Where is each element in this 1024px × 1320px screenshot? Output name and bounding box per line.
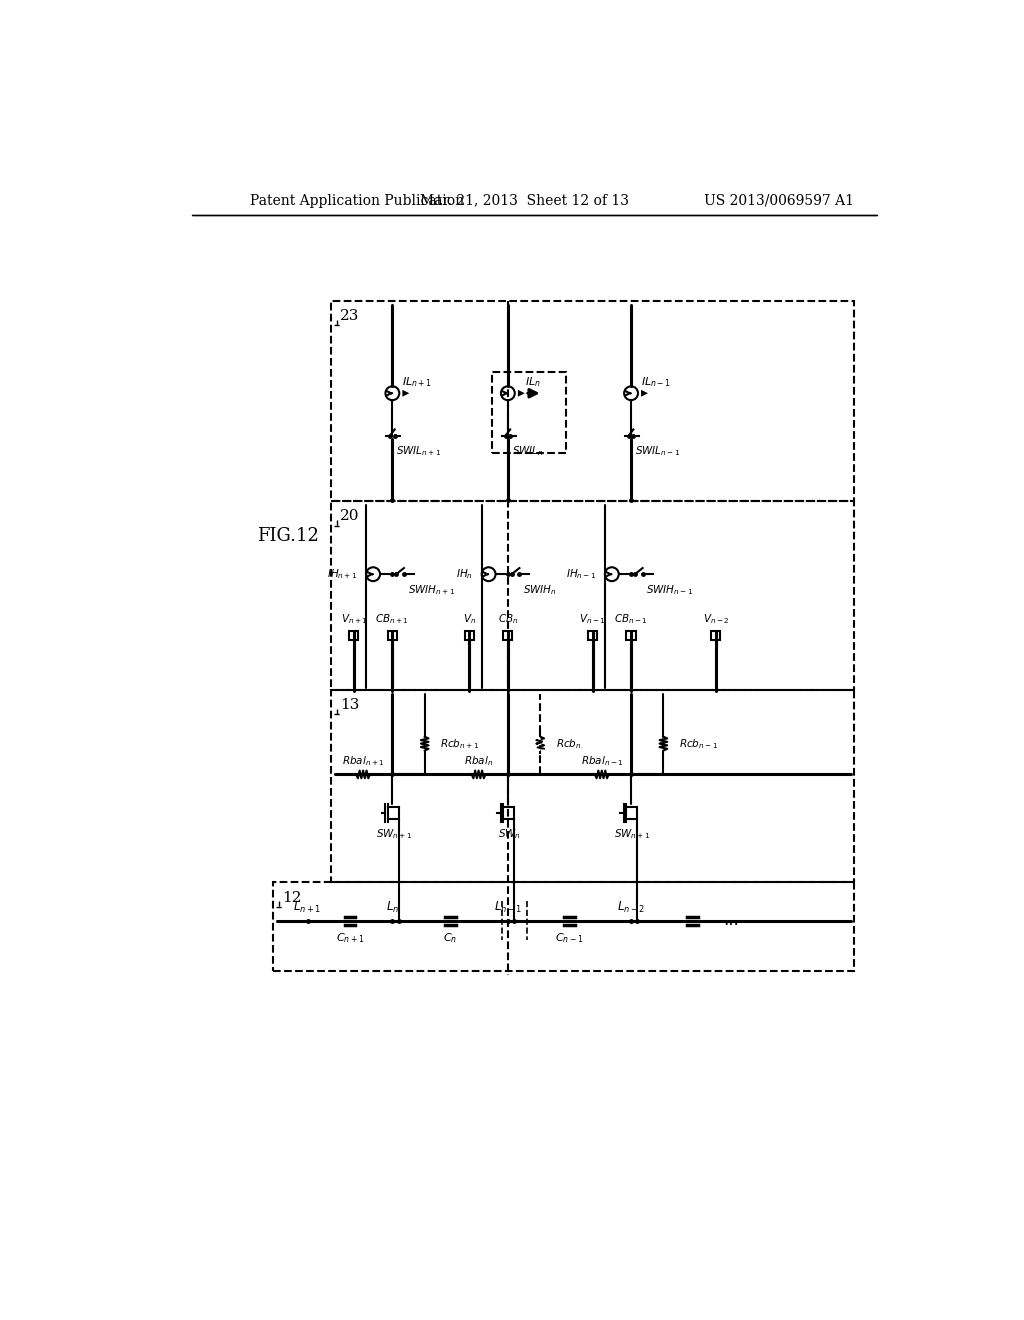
Text: $IH_{n+1}$: $IH_{n+1}$ (328, 568, 357, 581)
Text: $Rcb_{n+1}$: $Rcb_{n+1}$ (440, 737, 479, 751)
Text: FIG.12: FIG.12 (257, 527, 319, 545)
Text: Patent Application Publication: Patent Application Publication (250, 194, 464, 207)
Text: 20: 20 (340, 510, 359, 524)
Text: $SW_n$: $SW_n$ (498, 828, 521, 841)
Text: $L_{n-1}$: $L_{n-1}$ (494, 900, 522, 915)
Text: $SWIL_{n-1}$: $SWIL_{n-1}$ (635, 444, 680, 458)
Text: $IL_{n+1}$: $IL_{n+1}$ (401, 375, 432, 388)
Polygon shape (518, 389, 524, 397)
Text: $Rcb_n$: $Rcb_n$ (556, 737, 582, 751)
Polygon shape (641, 389, 648, 397)
Text: 12: 12 (283, 891, 302, 904)
Text: ...: ... (723, 912, 739, 929)
Text: $Rbal_{n-1}$: $Rbal_{n-1}$ (581, 755, 623, 768)
Text: $CB_n$: $CB_n$ (498, 612, 518, 626)
Bar (503, 631, 512, 640)
Bar (331, 502, 854, 689)
Bar (349, 631, 358, 640)
Text: $SWIH_n$: $SWIH_n$ (523, 582, 557, 597)
Text: 23: 23 (340, 309, 359, 323)
Polygon shape (402, 389, 410, 397)
Bar (388, 631, 397, 640)
Text: $SWIH_{n-1}$: $SWIH_{n-1}$ (646, 582, 693, 597)
Text: $IH_n$: $IH_n$ (457, 568, 473, 581)
Text: Mar. 21, 2013  Sheet 12 of 13: Mar. 21, 2013 Sheet 12 of 13 (420, 194, 630, 207)
Text: 13: 13 (340, 698, 359, 711)
Text: $C_{n+1}$: $C_{n+1}$ (336, 931, 365, 945)
Text: $SW_{n+1}$: $SW_{n+1}$ (376, 828, 412, 841)
Bar (465, 631, 474, 640)
Text: $C_n$: $C_n$ (443, 931, 457, 945)
Text: $L_n$: $L_n$ (386, 900, 399, 915)
Text: $V_n$: $V_n$ (463, 612, 476, 626)
Bar (711, 631, 720, 640)
Bar (273, 882, 854, 970)
Text: $Rbal_{n+1}$: $Rbal_{n+1}$ (342, 755, 384, 768)
Text: $IH_{n-1}$: $IH_{n-1}$ (566, 568, 596, 581)
Bar (331, 301, 854, 502)
Text: $V_{n-2}$: $V_{n-2}$ (702, 612, 729, 626)
Bar (331, 689, 854, 882)
Text: $SWIL_n$: $SWIL_n$ (512, 444, 544, 458)
Text: $IL_{n-1}$: $IL_{n-1}$ (641, 375, 671, 388)
Text: $SWIL_{n+1}$: $SWIL_{n+1}$ (396, 444, 441, 458)
Bar (493, 372, 565, 453)
Bar (588, 631, 597, 640)
Text: $CB_{n-1}$: $CB_{n-1}$ (614, 612, 648, 626)
Text: $C_{n-1}$: $C_{n-1}$ (555, 931, 584, 945)
Text: $L_{n-2}$: $L_{n-2}$ (616, 900, 645, 915)
Text: $Rbal_n$: $Rbal_n$ (464, 755, 494, 768)
Text: $SWIH_{n+1}$: $SWIH_{n+1}$ (408, 582, 455, 597)
Bar (627, 631, 636, 640)
Text: $L_{n+1}$: $L_{n+1}$ (294, 900, 322, 915)
Text: $SW_{n+1}$: $SW_{n+1}$ (614, 828, 651, 841)
Text: US 2013/0069597 A1: US 2013/0069597 A1 (705, 194, 854, 207)
Text: $CB_{n+1}$: $CB_{n+1}$ (376, 612, 410, 626)
Text: $IL_n$: $IL_n$ (524, 375, 541, 388)
Text: $V_{n+1}$: $V_{n+1}$ (341, 612, 368, 626)
Text: $Rcb_{n-1}$: $Rcb_{n-1}$ (679, 737, 718, 751)
Text: $V_{n-1}$: $V_{n-1}$ (580, 612, 606, 626)
